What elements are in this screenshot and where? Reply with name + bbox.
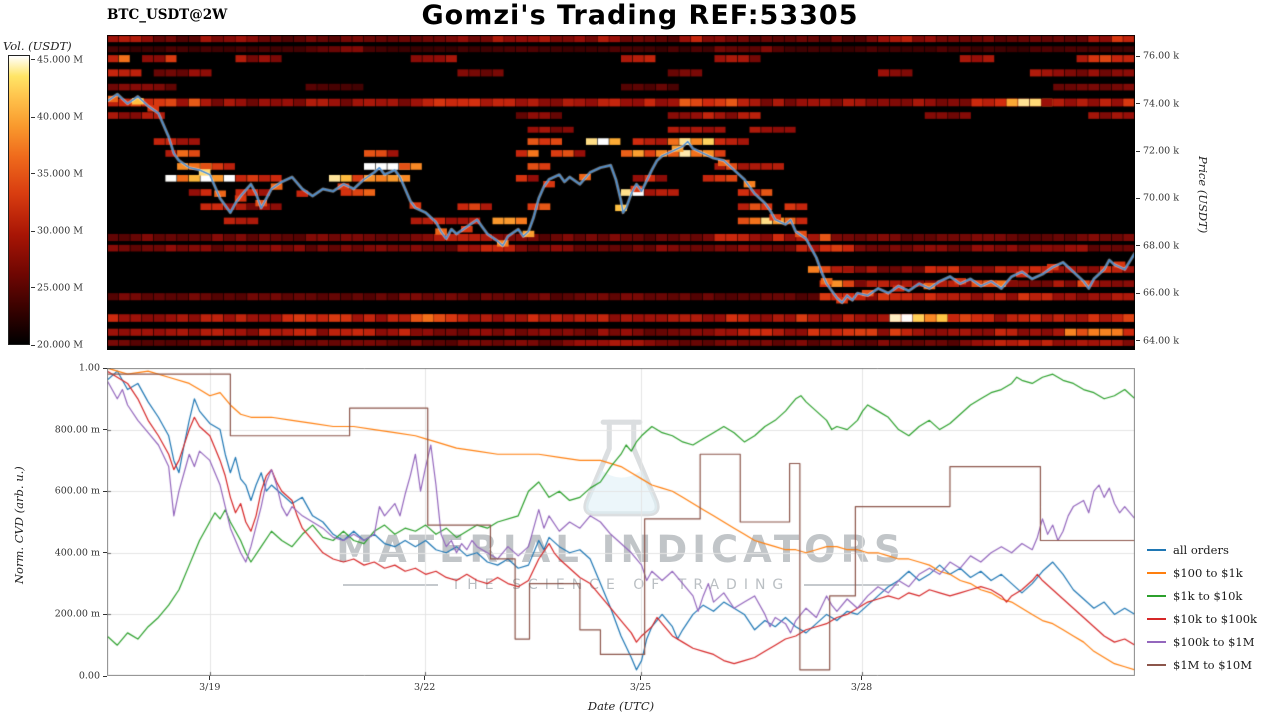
cvd-y-tick-mark <box>103 613 107 615</box>
cvd-x-tick-label: 3/28 <box>850 682 873 693</box>
legend-label: $100k to $1M <box>1173 634 1255 649</box>
symbol-label: BTC_USDT@2W <box>107 7 228 23</box>
cvd-y-tick-label: 200.00 m <box>54 608 100 620</box>
cvd-axis-label: Norm. CVD (arb. u.) <box>12 466 26 585</box>
legend: all orders $100 to $1k $1k to $10k $10k … <box>1147 538 1257 676</box>
cvd-x-tick-mark <box>209 676 211 680</box>
price-tick-mark <box>1136 103 1140 105</box>
price-tick-label: 72.00 k <box>1143 145 1179 157</box>
cvd-x-tick-mark <box>424 676 426 680</box>
legend-item-all-orders: all orders <box>1147 538 1257 561</box>
colorbar-tick-label: 45.000 M <box>37 54 83 66</box>
cvd-y-tick-mark <box>103 367 107 369</box>
colorbar-tick-label: 35.000 M <box>37 168 83 180</box>
legend-item-100-1k: $100 to $1k <box>1147 561 1257 584</box>
colorbar-tick-mark <box>31 116 35 118</box>
colorbar-tick-label: 25.000 M <box>37 282 83 294</box>
cvd-y-tick-mark <box>103 552 107 554</box>
colorbar-tick-mark <box>31 287 35 289</box>
cvd-x-tick-label: 3/25 <box>629 682 652 693</box>
legend-label: all orders <box>1173 542 1229 557</box>
figure-title: Gomzi's Trading REF:53305 <box>421 0 859 31</box>
cvd-x-tick-label: 3/22 <box>413 682 436 693</box>
colorbar-label: Vol. (USDT) <box>3 39 72 53</box>
colorbar-tick-mark <box>31 173 35 175</box>
cvd-x-tick-mark <box>640 676 642 680</box>
legend-label: $1M to $10M <box>1173 657 1252 672</box>
cvd-x-tick-label: 3/19 <box>199 682 221 693</box>
price-tick-label: 66.00 k <box>1143 287 1179 299</box>
price-volume-heatmap <box>107 35 1135 350</box>
price-axis-label: Price (USDT) <box>1196 156 1210 234</box>
cvd-y-tick-mark <box>103 490 107 492</box>
legend-line-swatch <box>1147 571 1166 574</box>
price-tick-label: 76.00 k <box>1143 50 1179 62</box>
legend-label: $10k to $100k <box>1173 611 1258 626</box>
cvd-x-tick-mark <box>861 676 863 680</box>
legend-item-1M-10M: $1M to $10M <box>1147 653 1257 676</box>
price-tick-mark <box>1136 245 1140 247</box>
price-tick-mark <box>1136 292 1140 294</box>
price-tick-mark <box>1136 150 1140 152</box>
legend-item-1k-10k: $1k to $10k <box>1147 584 1257 607</box>
legend-label: $1k to $10k <box>1173 588 1243 603</box>
cvd-y-tick-label: 800.00 m <box>54 424 100 436</box>
colorbar-tick-mark <box>31 59 35 61</box>
legend-line-swatch <box>1147 548 1166 551</box>
cvd-y-tick-label: 1.00 <box>78 362 100 374</box>
legend-item-10k-100k: $10k to $100k <box>1147 607 1257 630</box>
colorbar-tick-label: 20.000 M <box>37 339 83 351</box>
cvd-y-tick-label: 0.00 <box>78 670 100 682</box>
colorbar-tick-mark <box>31 344 35 346</box>
legend-line-swatch <box>1147 663 1166 666</box>
cvd-line-chart <box>107 368 1135 676</box>
legend-line-swatch <box>1147 617 1166 620</box>
price-tick-mark <box>1136 55 1140 57</box>
legend-line-swatch <box>1147 640 1166 643</box>
legend-label: $100 to $1k <box>1173 565 1243 580</box>
cvd-y-tick-label: 400.00 m <box>54 547 100 559</box>
price-tick-label: 74.00 k <box>1143 98 1179 110</box>
price-tick-mark <box>1136 340 1140 342</box>
price-tick-label: 64.00 k <box>1143 335 1179 347</box>
price-tick-label: 68.00 k <box>1143 240 1179 252</box>
legend-line-swatch <box>1147 594 1166 597</box>
price-tick-label: 70.00 k <box>1143 192 1179 204</box>
volume-colorbar <box>8 55 30 345</box>
price-tick-mark <box>1136 197 1140 199</box>
legend-item-100k-1M: $100k to $1M <box>1147 630 1257 653</box>
colorbar-tick-mark <box>31 230 35 232</box>
colorbar-tick-label: 30.000 M <box>37 225 83 237</box>
cvd-y-tick-mark <box>103 429 107 431</box>
date-axis-label: Date (UTC) <box>587 699 655 713</box>
cvd-y-tick-mark <box>103 675 107 677</box>
cvd-y-tick-label: 600.00 m <box>54 485 100 497</box>
colorbar-tick-label: 40.000 M <box>37 111 83 123</box>
